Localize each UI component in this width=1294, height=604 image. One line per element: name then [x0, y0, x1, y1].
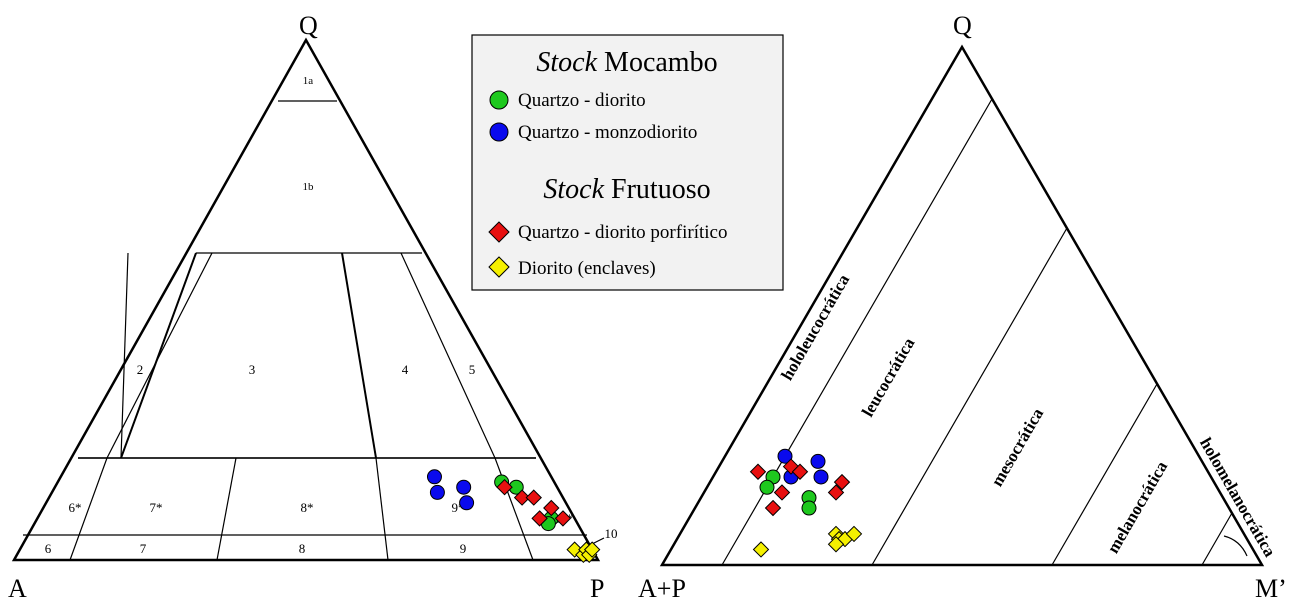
legend-group-mocambo-name: Mocambo	[597, 47, 718, 78]
qap-line-low-a2	[217, 458, 236, 560]
qap-line-bold-65	[342, 253, 376, 458]
field-label-7: 7	[140, 541, 147, 556]
qapm-point-quartzo-diorito-porfiritico-5	[766, 501, 781, 516]
qap-apex-q-label: Q	[299, 11, 318, 40]
qap-point-quartzo-monzodiorito-1	[427, 470, 441, 484]
field-label-9: 9	[460, 541, 467, 556]
qapm-point-quartzo-diorito-porfiritico-1	[751, 464, 766, 479]
field-label-3: 3	[249, 362, 256, 377]
field-label-5: 5	[469, 362, 476, 377]
qap-line-low-a4	[495, 458, 533, 560]
qapm-line-m35	[872, 228, 1067, 565]
qap-point-quartzo-monzodiorito-3	[457, 480, 471, 494]
qapm-line-m65	[1052, 384, 1157, 565]
legend-group-frutuoso-italic: Stock	[543, 174, 604, 205]
legend-label-quartzo-diorito-porfiritico: Quartzo - diorito porfirítico	[518, 222, 727, 243]
zone-label-holomelanocratica: holomelanocrática	[1196, 434, 1280, 560]
legend-group-frutuoso-title: Stock Frutuoso	[543, 174, 710, 205]
field-label-8: 8	[299, 541, 306, 556]
qap-apex-a-label: A	[8, 574, 27, 603]
legend-label-diorito-enclaves: Diorito (enclaves)	[518, 258, 656, 279]
zone-label-hololeucocratica: hololeucocrática	[777, 271, 853, 384]
legend-marker-quartzo-diorito	[490, 91, 508, 109]
zone-label-melanocratica: melanocrática	[1103, 458, 1171, 557]
legend: Stock Mocambo Quartzo - diorito Quartzo …	[472, 35, 783, 290]
field-label-2: 2	[137, 362, 144, 377]
qap-point-quartzo-monzodiorito-2	[430, 485, 444, 499]
legend-label-quartzo-monzodiorito: Quartzo - monzodiorito	[518, 122, 697, 143]
field-label-7s: 7*	[150, 500, 163, 515]
qap-line-low-a3	[376, 458, 388, 560]
qapm-data-points	[751, 449, 862, 557]
zone-label-leucocratica: leucocrática	[858, 334, 919, 420]
qapm-line-m90	[1202, 513, 1232, 565]
field-label-4: 4	[402, 362, 409, 377]
field-label-10: 10	[605, 526, 618, 541]
field-label-1a: 1a	[303, 75, 314, 87]
qapm-point-quartzo-monzodiorito-4	[814, 470, 828, 484]
qapm-point-quartzo-diorito-porfiritico-4	[775, 485, 790, 500]
qap-point-quartzo-diorito-porfiritico-3	[526, 490, 541, 505]
qapm-apex-m-label: M’	[1255, 574, 1287, 603]
qapm-apex-q-label: Q	[953, 11, 972, 40]
legend-label-quartzo-diorito: Quartzo - diorito	[518, 90, 646, 111]
qapm-apex-ap-label: A+P	[638, 574, 686, 603]
field-label-1b: 1b	[303, 181, 315, 193]
legend-group-mocambo-title: Stock Mocambo	[536, 47, 717, 78]
qap-point-quartzo-monzodiorito-4	[460, 496, 474, 510]
qapm-holomelano-leader	[1224, 536, 1247, 556]
qapm-point-quartzo-monzodiorito-3	[811, 454, 825, 468]
legend-group-mocambo-italic: Stock	[536, 47, 597, 78]
legend-marker-quartzo-monzodiorito	[490, 123, 508, 141]
field-label-6: 6	[45, 541, 52, 556]
zone-label-mesocratica: mesocrática	[987, 404, 1047, 489]
field-label-8s: 8*	[301, 500, 314, 515]
qapm-point-quartzo-diorito-4	[802, 501, 816, 515]
qap-line-bold-35	[121, 253, 196, 458]
qapm-point-diorito-enclaves-6	[754, 542, 769, 557]
field-label-6s: 6*	[69, 500, 82, 515]
qap-apex-p-label: P	[590, 574, 604, 603]
qapm-point-quartzo-diorito-2	[760, 480, 774, 494]
qap-line-ap35	[121, 253, 128, 458]
legend-group-frutuoso-name: Frutuoso	[604, 174, 711, 205]
